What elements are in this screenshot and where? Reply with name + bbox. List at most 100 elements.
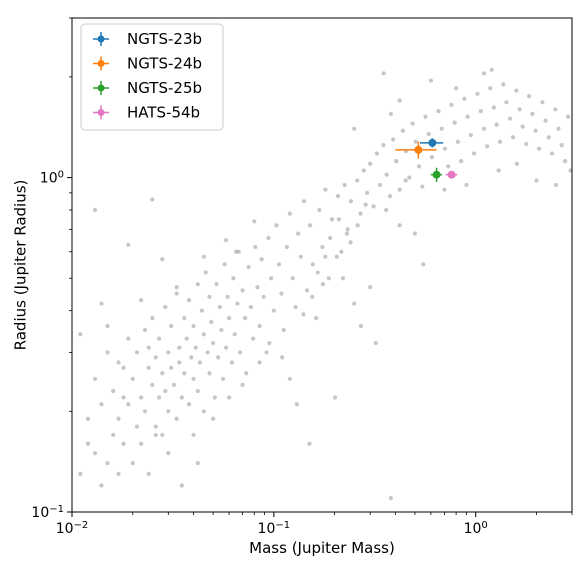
- background-planet-point: [410, 121, 415, 126]
- highlighted-planets: [395, 138, 458, 182]
- background-planet-point: [130, 461, 135, 466]
- background-planet-point: [116, 471, 121, 476]
- background-planet-point: [191, 432, 196, 438]
- background-planet-point: [209, 319, 214, 325]
- background-planet-point: [201, 254, 206, 259]
- background-planet-point: [266, 235, 271, 241]
- planet-marker: [445, 170, 458, 179]
- background-planet-point: [365, 190, 370, 195]
- background-planet-point: [446, 164, 451, 169]
- background-planet-point: [304, 288, 310, 293]
- background-planet-point: [301, 312, 306, 317]
- background-planet-point: [177, 360, 182, 365]
- background-planet-point: [320, 244, 325, 250]
- background-planet-point: [298, 254, 303, 259]
- background-planet-point: [186, 402, 192, 407]
- background-planet-point: [546, 135, 551, 140]
- background-planet-point: [231, 276, 236, 281]
- planet-point: [414, 145, 423, 154]
- background-planet-point: [348, 240, 353, 245]
- background-planet-point: [416, 164, 422, 169]
- legend-marker: [97, 84, 105, 92]
- background-planet-point: [426, 131, 431, 137]
- background-planet-point: [222, 262, 227, 267]
- background-planet-point: [126, 242, 131, 247]
- background-planet-point: [553, 182, 559, 188]
- background-planet-point: [166, 350, 171, 355]
- background-planet-point: [189, 355, 194, 360]
- background-planet-point: [530, 111, 535, 117]
- background-planet-point: [240, 382, 245, 387]
- background-planet-point: [210, 340, 216, 346]
- background-planet-point: [259, 257, 264, 262]
- background-planet-point: [335, 194, 341, 199]
- background-planet-point: [160, 432, 165, 438]
- background-planet-point: [99, 402, 104, 407]
- background-planet-point: [121, 395, 126, 400]
- background-planet-point: [462, 96, 467, 101]
- x-tick-label: 100: [464, 520, 488, 538]
- background-planet-point: [78, 332, 83, 337]
- background-planet-point: [253, 244, 258, 250]
- background-planet-point: [468, 132, 473, 138]
- background-planet-point: [368, 161, 373, 166]
- legend-marker: [97, 109, 105, 116]
- background-planet-point: [459, 159, 464, 164]
- legend-label: NGTS-25b: [127, 79, 202, 97]
- background-planet-point: [126, 336, 131, 341]
- background-planet-point: [134, 350, 140, 355]
- background-planet-point: [126, 402, 131, 407]
- background-planet-point: [455, 139, 460, 144]
- background-planet-point: [280, 355, 285, 360]
- background-planet-point: [271, 308, 276, 313]
- background-planet-point: [384, 207, 389, 213]
- background-planet-point: [436, 109, 441, 114]
- background-planet-point: [139, 395, 144, 400]
- background-planet-point: [156, 395, 162, 400]
- background-planet-point: [276, 262, 282, 267]
- plot-frame: [71, 17, 573, 513]
- background-planet-point: [320, 282, 326, 287]
- background-planet-point: [169, 365, 174, 370]
- background-planet-point: [407, 175, 412, 180]
- background-planet-point: [121, 365, 126, 370]
- background-planet-point: [244, 371, 249, 376]
- background-planet-point: [397, 98, 402, 103]
- background-planet-point: [105, 323, 110, 329]
- background-planet-point: [310, 294, 315, 299]
- background-planet-point: [182, 316, 187, 321]
- background-planet-point: [514, 88, 519, 93]
- background-planet-point: [226, 316, 232, 321]
- background-planet-point: [240, 288, 245, 293]
- background-planet-point: [472, 151, 477, 156]
- background-planet-point: [207, 371, 212, 376]
- background-planet-point: [388, 111, 393, 117]
- background-planet-point: [562, 159, 568, 164]
- background-planet-point: [501, 82, 506, 87]
- background-planet-point: [174, 416, 179, 421]
- legend-label: NGTS-23b: [127, 30, 202, 48]
- background-planet-point: [233, 249, 239, 254]
- background-planet-point: [281, 327, 286, 333]
- background-planet-point: [146, 365, 151, 370]
- x-axis-ticks: 10−2 10−1 100: [56, 512, 573, 538]
- background-planet-point: [146, 345, 151, 350]
- x-axis-label: Mass (Jupiter Mass): [249, 539, 395, 557]
- background-planet-point: [397, 187, 402, 192]
- background-population-points: [78, 67, 573, 501]
- background-planet-point: [287, 211, 292, 216]
- background-planet-point: [358, 323, 364, 329]
- background-planet-point: [465, 114, 470, 119]
- planet-marker: [420, 138, 444, 148]
- y-axis-ticks: 10−1 100: [31, 17, 72, 521]
- background-planet-point: [146, 471, 151, 476]
- background-planet-point: [232, 332, 237, 337]
- background-planet-point: [336, 217, 341, 222]
- background-planet-point: [225, 294, 230, 299]
- background-planet-point: [279, 291, 284, 296]
- background-planet-point: [264, 350, 269, 355]
- legend-marker: [97, 35, 105, 43]
- background-planet-point: [142, 409, 148, 414]
- background-planet-point: [428, 78, 434, 83]
- background-planet-point: [184, 336, 189, 341]
